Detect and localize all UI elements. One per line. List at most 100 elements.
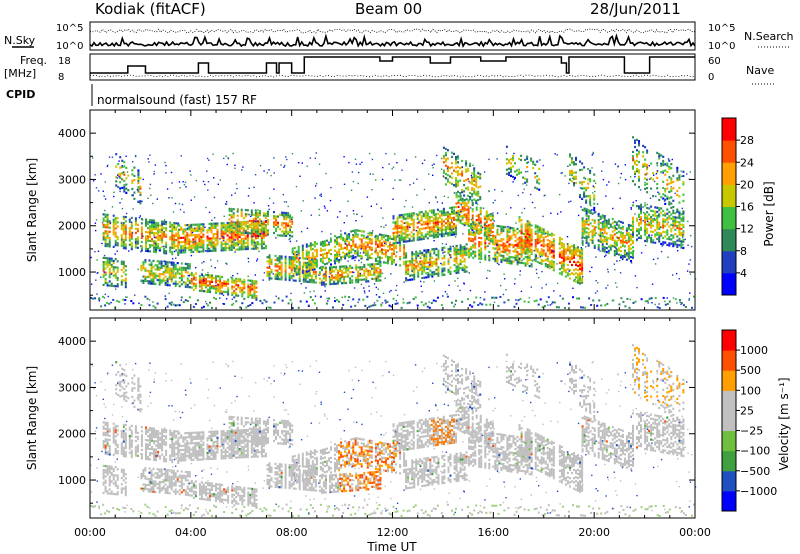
power-echo-cell: [258, 234, 261, 237]
power-echo-cell: [410, 231, 413, 234]
power-echo-cell: [417, 265, 420, 268]
power-echo-cell: [426, 222, 429, 225]
power-echo-cell: [102, 236, 105, 239]
power-near-range-cell: [241, 302, 244, 305]
power-echo-cell: [285, 222, 288, 225]
power-echo-cell: [457, 267, 460, 270]
power-echo-cell: [548, 260, 551, 263]
power-echo-cell: [644, 225, 647, 228]
power-echo-cell: [566, 255, 569, 258]
power-echo-cell: [678, 231, 681, 234]
power-echo-cell: [399, 243, 402, 246]
power-echo-cell: [593, 219, 596, 222]
power-echo-cell: [432, 228, 435, 231]
power-echo-cell: [347, 269, 350, 272]
power-echo-cell: [130, 227, 133, 230]
power-echo-cell: [571, 253, 574, 256]
power-echo-cell: [457, 212, 460, 215]
power-echo-cell: [232, 216, 235, 219]
power-echo-cell: [638, 152, 641, 155]
power-echo-cell: [621, 242, 624, 245]
power-echo-cell: [666, 231, 669, 234]
power-echo-cell: [194, 229, 197, 232]
power-echo-cell: [447, 211, 450, 214]
power-echo-cell: [106, 265, 109, 268]
power-echo-cell: [474, 242, 477, 245]
power-echo-cell: [298, 277, 301, 281]
power-sparse-dot: [205, 250, 207, 252]
power-echo-cell: [432, 234, 435, 237]
power-echo-cell: [116, 283, 119, 286]
power-echo-cell: [440, 218, 443, 221]
power-echo-cell: [646, 172, 649, 175]
power-echo-cell: [479, 185, 482, 188]
power-echo-cell: [224, 244, 227, 248]
power-echo-cell: [246, 232, 249, 235]
power-echo-cell: [427, 274, 430, 277]
power-echo-cell: [520, 245, 523, 248]
power-echo-cell: [209, 274, 212, 277]
power-echo-cell: [254, 243, 257, 246]
power-echo-cell: [407, 272, 410, 275]
power-echo-cell: [235, 288, 238, 291]
power-echo-cell: [232, 208, 235, 211]
power-sparse-dot: [153, 236, 156, 238]
power-echo-cell: [470, 252, 473, 255]
power-sparse-dot: [318, 214, 321, 216]
power-echo-cell: [398, 214, 401, 217]
power-echo-cell: [315, 261, 318, 264]
power-echo-cell: [418, 211, 421, 214]
power-echo-cell: [137, 175, 140, 178]
freq-label-line2: [MHz]: [4, 67, 36, 80]
power-echo-cell: [403, 252, 406, 255]
power-echo-cell: [585, 212, 588, 215]
power-echo-cell: [168, 284, 171, 287]
power-echo-cell: [516, 246, 519, 249]
power-sparse-dot: [328, 241, 330, 243]
power-echo-cell: [546, 243, 549, 246]
power-echo-cell: [660, 196, 663, 199]
power-echo-cell: [591, 229, 594, 232]
power-echo-cell: [227, 289, 230, 292]
power-echo-cell: [585, 199, 588, 202]
power-echo-cell: [280, 278, 283, 281]
power-echo-cell: [230, 248, 233, 251]
power-echo-cell: [122, 238, 125, 241]
power-echo-cell: [194, 236, 197, 239]
power-echo-cell: [573, 163, 576, 166]
power-echo-cell: [480, 241, 483, 244]
power-echo-cell: [290, 277, 293, 280]
power-echo-cell: [362, 230, 365, 233]
power-echo-cell: [406, 233, 409, 237]
power-echo-cell: [644, 212, 647, 215]
power-echo-cell: [560, 250, 563, 253]
power-echo-cell: [244, 223, 247, 226]
power-echo-cell: [312, 279, 315, 282]
power-echo-cell: [285, 224, 288, 227]
power-echo-cell: [453, 169, 456, 172]
power-echo-cell: [153, 232, 156, 235]
power-echo-cell: [534, 243, 537, 246]
power-echo-cell: [498, 243, 501, 247]
power-echo-cell: [382, 253, 385, 256]
power-echo-cell: [538, 236, 541, 240]
power-echo-cell: [540, 250, 543, 253]
power-echo-cell: [151, 227, 154, 230]
power-echo-cell: [120, 228, 123, 231]
power-echo-cell: [114, 227, 117, 230]
power-echo-cell: [119, 176, 122, 180]
power-echo-cell: [619, 250, 622, 253]
power-echo-cell: [467, 216, 470, 219]
power-echo-cell: [656, 221, 659, 224]
power-echo-cell: [102, 256, 105, 259]
power-echo-cell: [636, 155, 639, 158]
power-echo-cell: [674, 220, 677, 223]
power-echo-cell: [502, 242, 505, 245]
power-echo-cell: [382, 261, 385, 264]
power-echo-cell: [124, 224, 127, 227]
power-echo-cell: [219, 283, 222, 287]
power-echo-cell: [528, 229, 531, 232]
power-echo-cell: [192, 274, 195, 277]
power-echo-cell: [489, 229, 492, 232]
power-echo-cell: [412, 233, 415, 236]
